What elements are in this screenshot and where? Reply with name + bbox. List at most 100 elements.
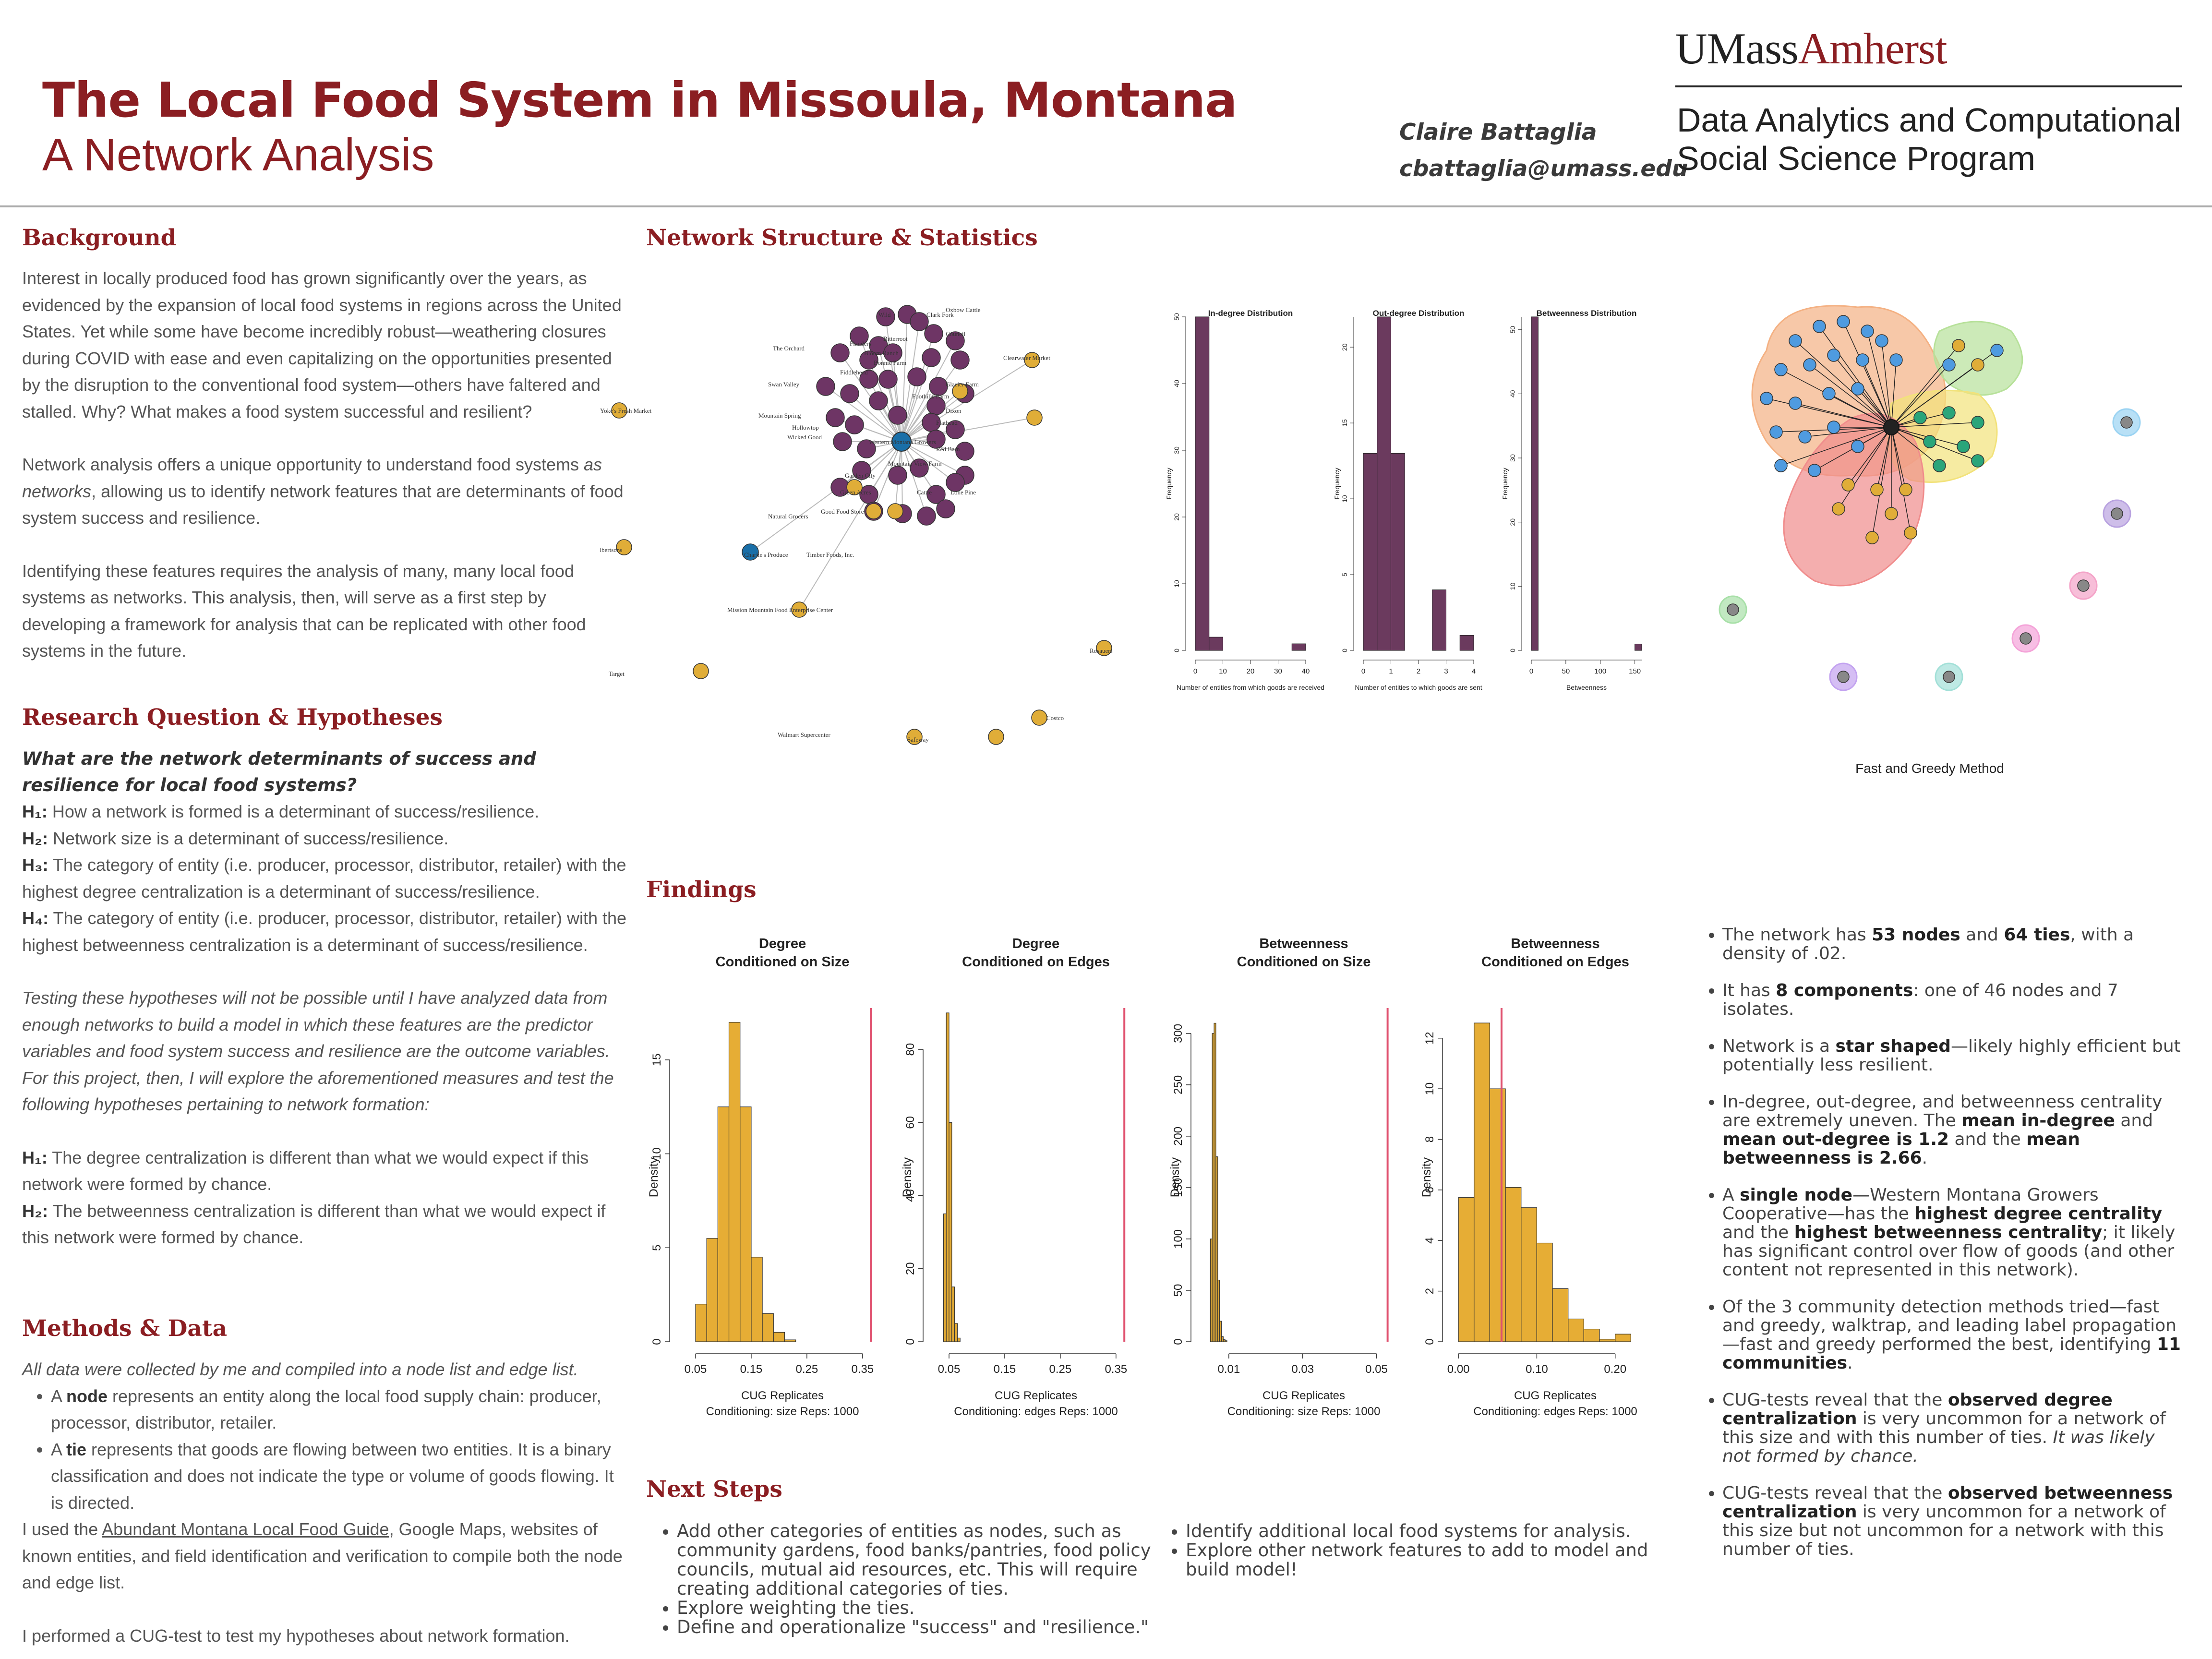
x-tick-label: 0.15 (740, 1363, 763, 1376)
y-axis-label: Density (647, 1157, 661, 1197)
next-step-item: Add other categories of entities as node… (677, 1522, 1171, 1599)
community-node (1875, 334, 1888, 348)
cug-title-1: Degree (1012, 936, 1059, 951)
y-tick-label: 5 (650, 1245, 663, 1251)
network-hub-node (891, 432, 912, 452)
community-edge (1862, 360, 1892, 428)
cug-title-2: Conditioned on Edges (1481, 954, 1629, 970)
hist-bar (1432, 589, 1446, 651)
logo-divider (1675, 85, 2182, 87)
network-node (816, 377, 835, 396)
network-edge (873, 441, 902, 512)
x-axis-label-2: Conditioning: edges Reps: 1000 (954, 1405, 1118, 1418)
cug-title-1: Degree (759, 936, 806, 951)
x-tick-label: 1 (1389, 667, 1393, 675)
finding-item: Network is a star shaped—likely highly e… (1722, 1037, 2183, 1074)
community-node (1990, 344, 2004, 357)
test-hypothesis-2: H₂: The betweenness centralization is di… (22, 1201, 606, 1248)
x-tick-label: 0.35 (1105, 1363, 1127, 1376)
y-tick-label: 0 (1172, 1338, 1185, 1345)
community-node (1760, 392, 1773, 405)
finding-item: A single node—Western Montana Growers Co… (1722, 1186, 2183, 1279)
community-node (1952, 339, 1965, 352)
community-node (1822, 387, 1836, 400)
logo-amherst: Amherst (1798, 24, 1948, 73)
y-tick-label: 0 (1509, 649, 1516, 652)
y-tick-label: 0 (1341, 649, 1348, 652)
cug-bar (1221, 1336, 1224, 1342)
network-node-label: Flathead (936, 419, 958, 426)
network-node (887, 503, 903, 519)
isolate-node (1837, 671, 1850, 683)
community-node (1789, 334, 1802, 348)
cug-bar (1219, 1321, 1222, 1342)
y-tick-label: 150 (1172, 1178, 1185, 1197)
network-node-label: Bloom Ranch (864, 349, 899, 357)
cug-bar (946, 1012, 950, 1342)
network-node (910, 458, 929, 478)
network-node (883, 343, 902, 362)
network-node-label: The Orchard (773, 345, 805, 352)
network-node (888, 406, 907, 425)
network-node (859, 370, 878, 389)
x-tick-label: 3 (1444, 667, 1448, 675)
program-name: Data Analytics and Computational Social … (1677, 101, 2181, 178)
community-edge (1780, 427, 1892, 466)
food-guide-link[interactable]: Abundant Montana Local Food Guide (102, 1519, 389, 1539)
finding-item: The network has 53 nodes and 64 ties, wi… (1722, 926, 2183, 963)
community-node (1933, 459, 1946, 472)
network-node-label: Rosauers (1090, 647, 1113, 654)
network-node-label: Safeway (907, 736, 929, 743)
community-edge (1891, 364, 1949, 428)
community-edge (1891, 364, 1978, 428)
network-node-label: Foothills Farm (912, 393, 949, 400)
community-edge (1828, 393, 1892, 428)
y-tick-label: 10 (1341, 495, 1348, 503)
network-node (857, 439, 876, 458)
x-axis-label-1: CUG Replicates (1262, 1389, 1345, 1402)
network-node-label: Hollowtop (792, 424, 819, 431)
y-tick-label: 10 (650, 1147, 663, 1160)
cug-bar (951, 1286, 955, 1342)
x-axis-label: Betweenness (1566, 684, 1607, 691)
y-axis-label: Density (1168, 1157, 1182, 1197)
network-node (946, 331, 965, 350)
network-node-label: Red Barn (936, 445, 960, 453)
network-node-label: Natural Grocers (768, 513, 808, 520)
cug-bar (1521, 1207, 1538, 1342)
y-tick-label: 50 (1173, 313, 1180, 321)
x-tick-label: 0 (1361, 667, 1365, 675)
network-node-label: Lone Pine (950, 489, 976, 496)
community-node (1808, 464, 1821, 477)
network-node (929, 377, 948, 396)
y-tick-label: 40 (1173, 380, 1180, 387)
network-node-label: Mission Mountain Food Enterprise Center (727, 606, 833, 613)
network-node-label: Costco (1046, 714, 1064, 721)
network-node (852, 461, 871, 480)
y-tick-label: 40 (1509, 390, 1516, 397)
network-node-label: Mountain View Farm (888, 460, 942, 467)
x-tick-label: 2 (1417, 667, 1420, 675)
x-tick-label: 0.10 (1526, 1363, 1548, 1376)
x-tick-label: 0.25 (796, 1363, 818, 1376)
x-tick-label: 4 (1472, 667, 1476, 675)
hypothesis-3: H₃: The category of entity (i.e. produce… (22, 855, 626, 902)
y-tick-label: 50 (1172, 1284, 1185, 1297)
community-edge (1857, 388, 1892, 428)
x-tick-label: 20 (1247, 667, 1255, 675)
network-edge (825, 386, 902, 442)
betweenness-histogram: Betweenness Distribution 0 10 20 30 40 50 0 50 10… (1501, 309, 1642, 691)
y-tick-label: 12 (1423, 1032, 1436, 1045)
community-node (1813, 320, 1826, 333)
author-email[interactable]: cbattaglia@umass.edu (1399, 156, 1688, 182)
community-edge (1891, 422, 1978, 428)
community-node (1827, 421, 1840, 434)
network-node (845, 415, 864, 434)
cug-title-2: Conditioned on Edges (962, 954, 1110, 970)
community-node (1851, 440, 1864, 453)
network-node (924, 324, 943, 343)
network-node (826, 408, 845, 427)
network-edge (892, 352, 902, 442)
network-node-label: Good Food Store (821, 508, 864, 515)
community-graph: Fast and Greedy Method (1719, 305, 2141, 776)
